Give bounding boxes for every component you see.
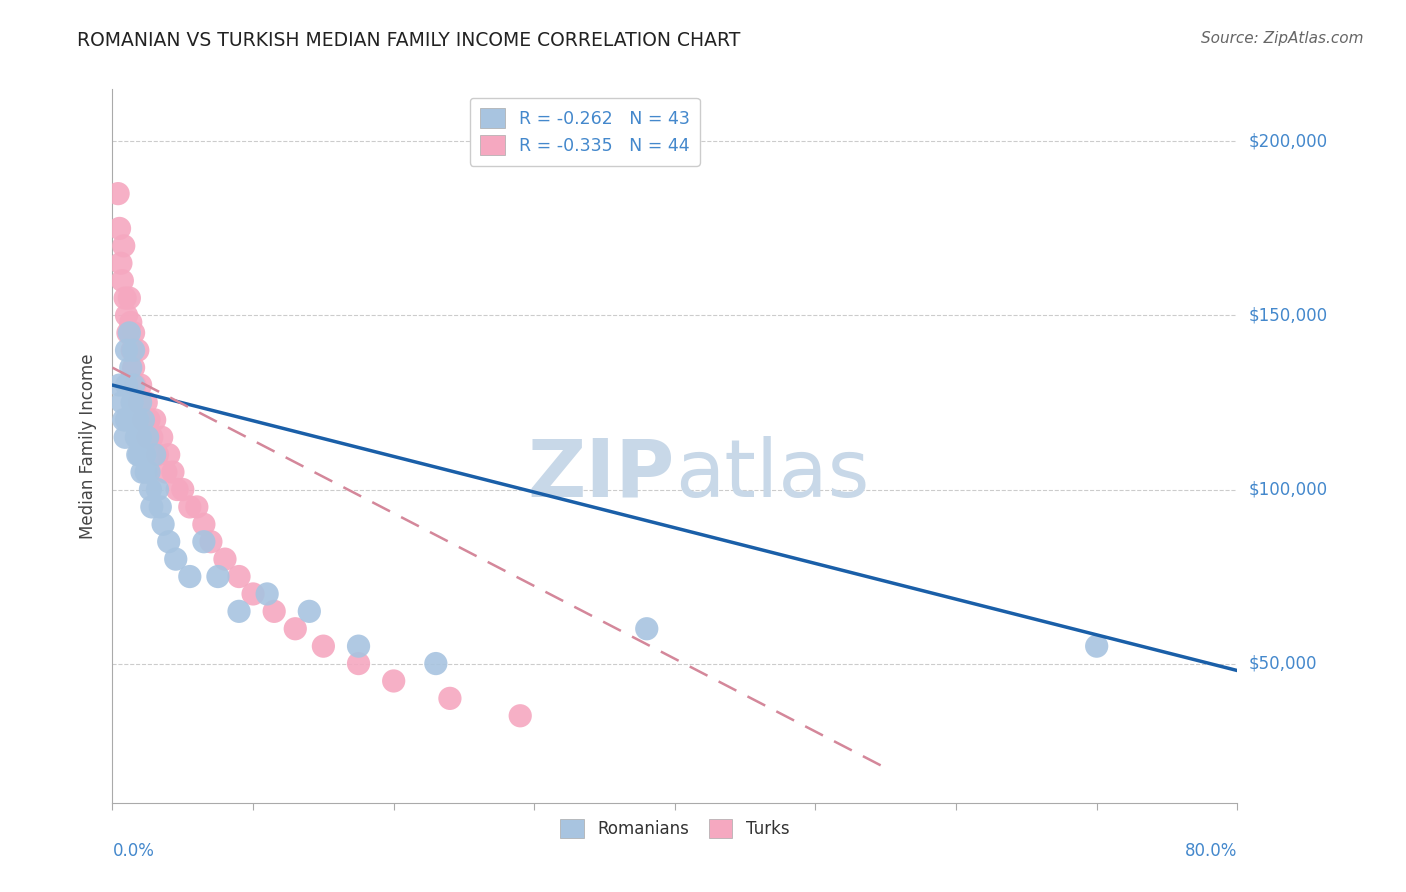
- Point: [242, 587, 264, 601]
- Text: 80.0%: 80.0%: [1185, 842, 1237, 860]
- Point: [152, 517, 174, 532]
- Point: [214, 552, 236, 566]
- Point: [121, 395, 143, 409]
- Point: [122, 326, 145, 340]
- Point: [347, 657, 370, 671]
- Point: [636, 622, 658, 636]
- Point: [118, 291, 141, 305]
- Point: [124, 378, 146, 392]
- Point: [179, 500, 201, 514]
- Point: [425, 657, 447, 671]
- Point: [179, 569, 201, 583]
- Legend: Romanians, Turks: Romanians, Turks: [554, 812, 796, 845]
- Point: [200, 534, 222, 549]
- Point: [111, 274, 134, 288]
- Point: [150, 430, 173, 444]
- Point: [112, 413, 135, 427]
- Point: [127, 343, 149, 358]
- Point: [131, 465, 153, 479]
- Point: [128, 395, 150, 409]
- Point: [312, 639, 335, 653]
- Point: [132, 413, 155, 427]
- Point: [114, 291, 136, 305]
- Point: [129, 430, 152, 444]
- Point: [115, 309, 138, 323]
- Point: [122, 343, 145, 358]
- Point: [135, 395, 157, 409]
- Text: $200,000: $200,000: [1249, 132, 1327, 151]
- Point: [284, 622, 307, 636]
- Point: [138, 465, 160, 479]
- Point: [143, 448, 166, 462]
- Point: [186, 500, 208, 514]
- Point: [193, 517, 215, 532]
- Point: [136, 430, 159, 444]
- Point: [122, 378, 145, 392]
- Text: $150,000: $150,000: [1249, 307, 1327, 325]
- Point: [125, 430, 148, 444]
- Point: [166, 483, 188, 497]
- Point: [165, 552, 187, 566]
- Text: 0.0%: 0.0%: [112, 842, 155, 860]
- Point: [136, 430, 159, 444]
- Text: $50,000: $50,000: [1249, 655, 1317, 673]
- Point: [382, 673, 405, 688]
- Point: [120, 315, 142, 329]
- Point: [207, 569, 229, 583]
- Text: $100,000: $100,000: [1249, 481, 1327, 499]
- Text: ZIP: ZIP: [527, 435, 675, 514]
- Text: atlas: atlas: [675, 435, 869, 514]
- Point: [1085, 639, 1108, 653]
- Point: [127, 413, 149, 427]
- Point: [157, 534, 180, 549]
- Point: [120, 360, 142, 375]
- Point: [129, 378, 152, 392]
- Point: [157, 448, 180, 462]
- Point: [115, 378, 138, 392]
- Point: [141, 430, 163, 444]
- Point: [146, 448, 169, 462]
- Point: [121, 343, 143, 358]
- Point: [112, 239, 135, 253]
- Point: [118, 326, 141, 340]
- Point: [149, 500, 172, 514]
- Point: [155, 465, 177, 479]
- Point: [128, 448, 150, 462]
- Point: [129, 395, 152, 409]
- Text: Source: ZipAtlas.com: Source: ZipAtlas.com: [1201, 31, 1364, 46]
- Point: [141, 500, 163, 514]
- Point: [509, 708, 531, 723]
- Y-axis label: Median Family Income: Median Family Income: [79, 353, 97, 539]
- Point: [162, 465, 184, 479]
- Point: [132, 413, 155, 427]
- Point: [193, 534, 215, 549]
- Point: [110, 256, 132, 270]
- Point: [439, 691, 461, 706]
- Point: [108, 378, 131, 392]
- Point: [111, 395, 134, 409]
- Point: [117, 326, 139, 340]
- Point: [138, 413, 160, 427]
- Point: [107, 186, 129, 201]
- Point: [127, 448, 149, 462]
- Point: [135, 465, 157, 479]
- Point: [256, 587, 278, 601]
- Point: [115, 343, 138, 358]
- Point: [108, 221, 131, 235]
- Point: [115, 413, 138, 427]
- Point: [124, 413, 146, 427]
- Point: [298, 604, 321, 618]
- Point: [122, 360, 145, 375]
- Point: [143, 413, 166, 427]
- Text: ROMANIAN VS TURKISH MEDIAN FAMILY INCOME CORRELATION CHART: ROMANIAN VS TURKISH MEDIAN FAMILY INCOME…: [77, 31, 741, 50]
- Point: [139, 483, 162, 497]
- Point: [228, 569, 250, 583]
- Point: [134, 448, 156, 462]
- Point: [347, 639, 370, 653]
- Point: [114, 430, 136, 444]
- Point: [172, 483, 194, 497]
- Point: [146, 483, 169, 497]
- Point: [263, 604, 285, 618]
- Point: [228, 604, 250, 618]
